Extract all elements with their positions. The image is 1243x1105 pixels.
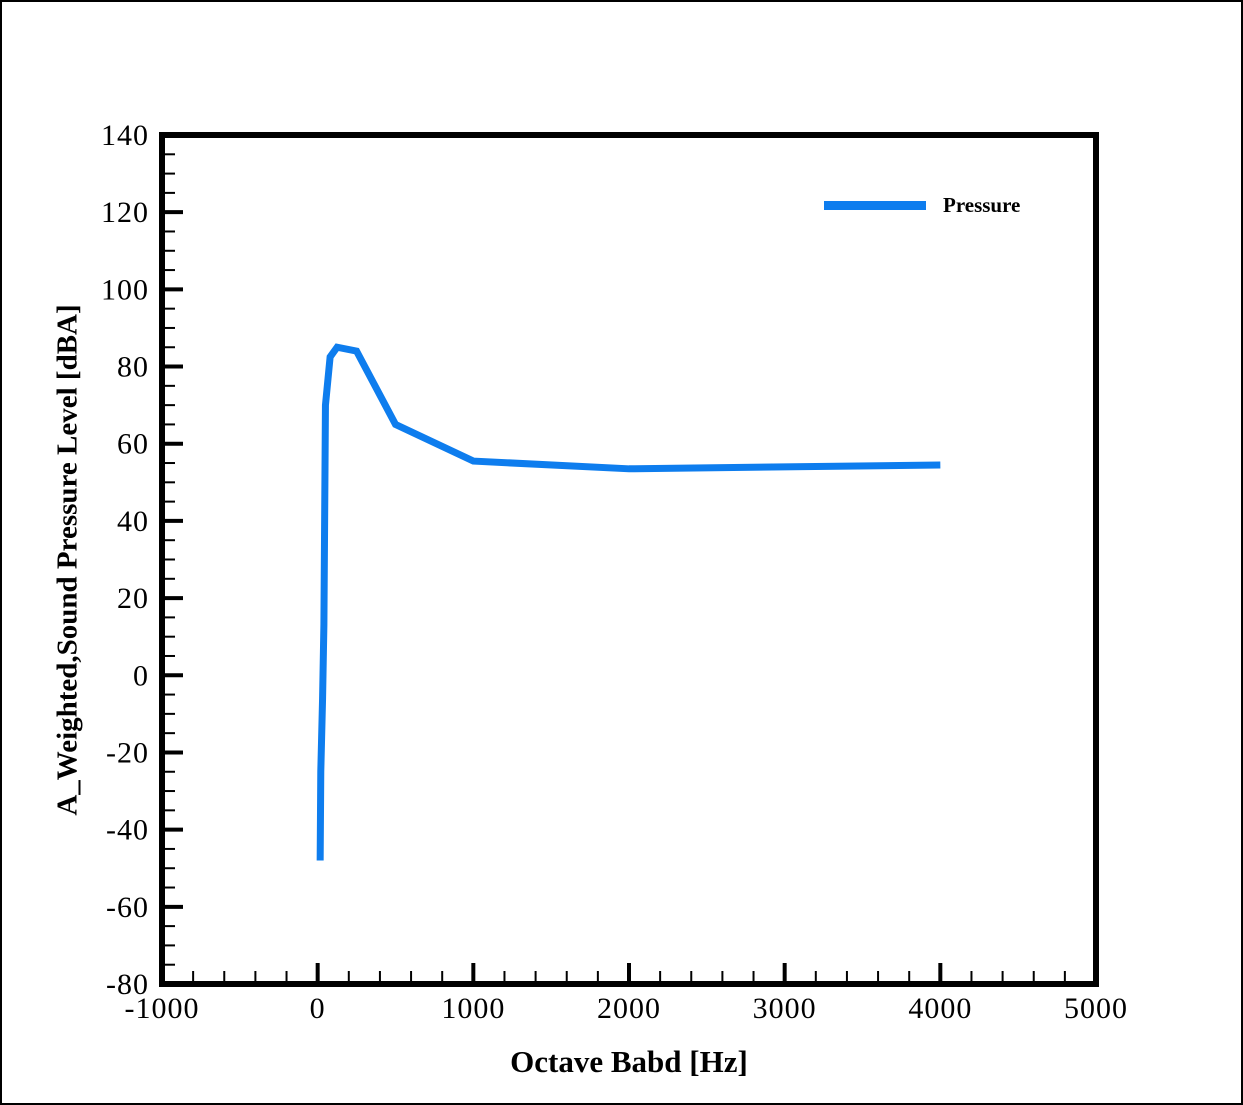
series-line-pressure — [316, 343, 941, 861]
plot-border — [159, 132, 1099, 987]
x-tick-label: 5000 — [1064, 992, 1128, 1025]
x-tick-label: -1000 — [125, 992, 200, 1025]
x-tick-label: 0 — [310, 992, 326, 1025]
y-tick-label: -60 — [106, 891, 149, 924]
y-tick-label: -40 — [106, 814, 149, 847]
legend-line-swatch — [824, 200, 926, 210]
x-tick-label: 3000 — [753, 992, 817, 1025]
legend-label: Pressure — [943, 193, 1021, 217]
y-tick-label: 20 — [117, 582, 149, 615]
y-tick-label: 140 — [101, 119, 149, 152]
y-tick-label: 80 — [117, 351, 149, 384]
x-tick-label: 4000 — [908, 992, 972, 1025]
y-tick-label: 40 — [117, 505, 149, 538]
x-tick-label: 1000 — [441, 992, 505, 1025]
y-tick-label: 60 — [117, 428, 149, 461]
y-axis-title: A_Weighted,Sound Pressure Level [dBA] — [51, 304, 84, 816]
y-tick-label: -80 — [106, 968, 149, 1001]
x-tick-label: 2000 — [597, 992, 661, 1025]
y-tick-label: 120 — [101, 196, 149, 229]
x-axis-title: Octave Babd [Hz] — [510, 1044, 748, 1079]
legend: Pressure — [824, 194, 1020, 216]
y-tick-label: -20 — [106, 736, 149, 769]
y-tick-label: 100 — [101, 273, 149, 306]
y-tick-label: 0 — [133, 659, 149, 692]
